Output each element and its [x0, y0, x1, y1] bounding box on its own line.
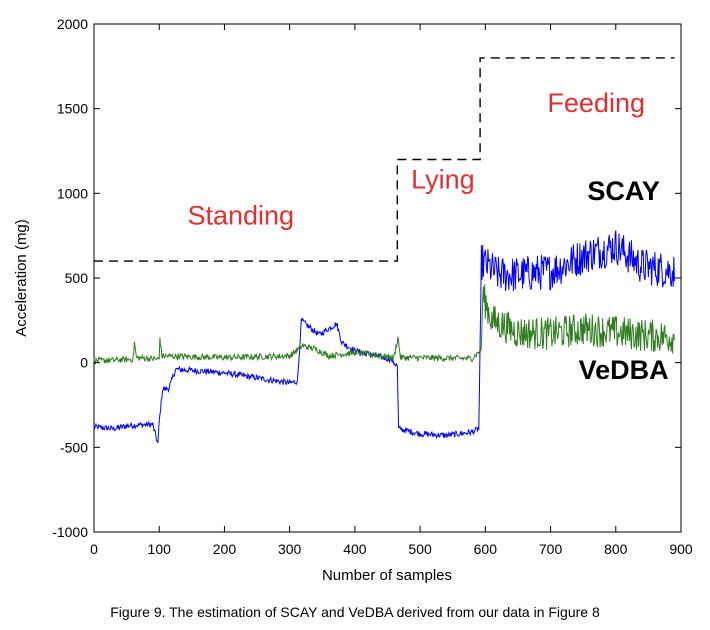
y-tick-label: 0 — [80, 355, 88, 371]
y-tick-label: -500 — [60, 439, 88, 455]
x-tick-label: 600 — [474, 541, 498, 557]
y-tick-label: 500 — [65, 270, 89, 286]
y-tick-label: -1000 — [52, 524, 88, 540]
series-line-state-level — [94, 57, 675, 262]
annotation-scay: SCAY — [587, 176, 660, 206]
x-tick-label: 500 — [408, 541, 432, 557]
x-tick-label: 900 — [669, 541, 693, 557]
x-tick-label: 700 — [539, 541, 563, 557]
tick-layer: 0 100 200 300 400 500 600 700 800 900 -1000 -500 0 50… — [52, 16, 693, 557]
series-line-scay — [93, 230, 675, 444]
chart-canvas: Standing Lying Feeding SCAY VeDBA 0 100 200 300… — [13, 16, 693, 584]
annotation-feeding: Feeding — [547, 88, 645, 118]
annotation-vedba: VeDBA — [579, 355, 669, 385]
x-tick-label: 200 — [213, 541, 237, 557]
annotation-standing: Standing — [187, 201, 294, 231]
annotation-layer: Standing Lying Feeding SCAY VeDBA — [187, 88, 668, 385]
y-axis-label: Acceleration (mg) — [13, 219, 30, 337]
y-tick-label: 2000 — [57, 16, 88, 32]
x-axis-label: Number of samples — [322, 567, 452, 584]
series-layer — [93, 57, 675, 444]
series-line-vedba — [93, 284, 675, 365]
x-tick-label: 0 — [90, 541, 98, 557]
plot-area — [93, 23, 682, 533]
y-tick-label: 1500 — [57, 101, 88, 117]
x-tick-label: 300 — [278, 541, 302, 557]
y-tick-label: 1000 — [57, 185, 88, 201]
x-tick-label: 800 — [604, 541, 628, 557]
x-tick-label: 100 — [148, 541, 172, 557]
x-tick-label: 400 — [343, 541, 367, 557]
figure-caption: Figure 9. The estimation of SCAY and VeD… — [110, 604, 600, 620]
annotation-lying: Lying — [411, 164, 475, 194]
